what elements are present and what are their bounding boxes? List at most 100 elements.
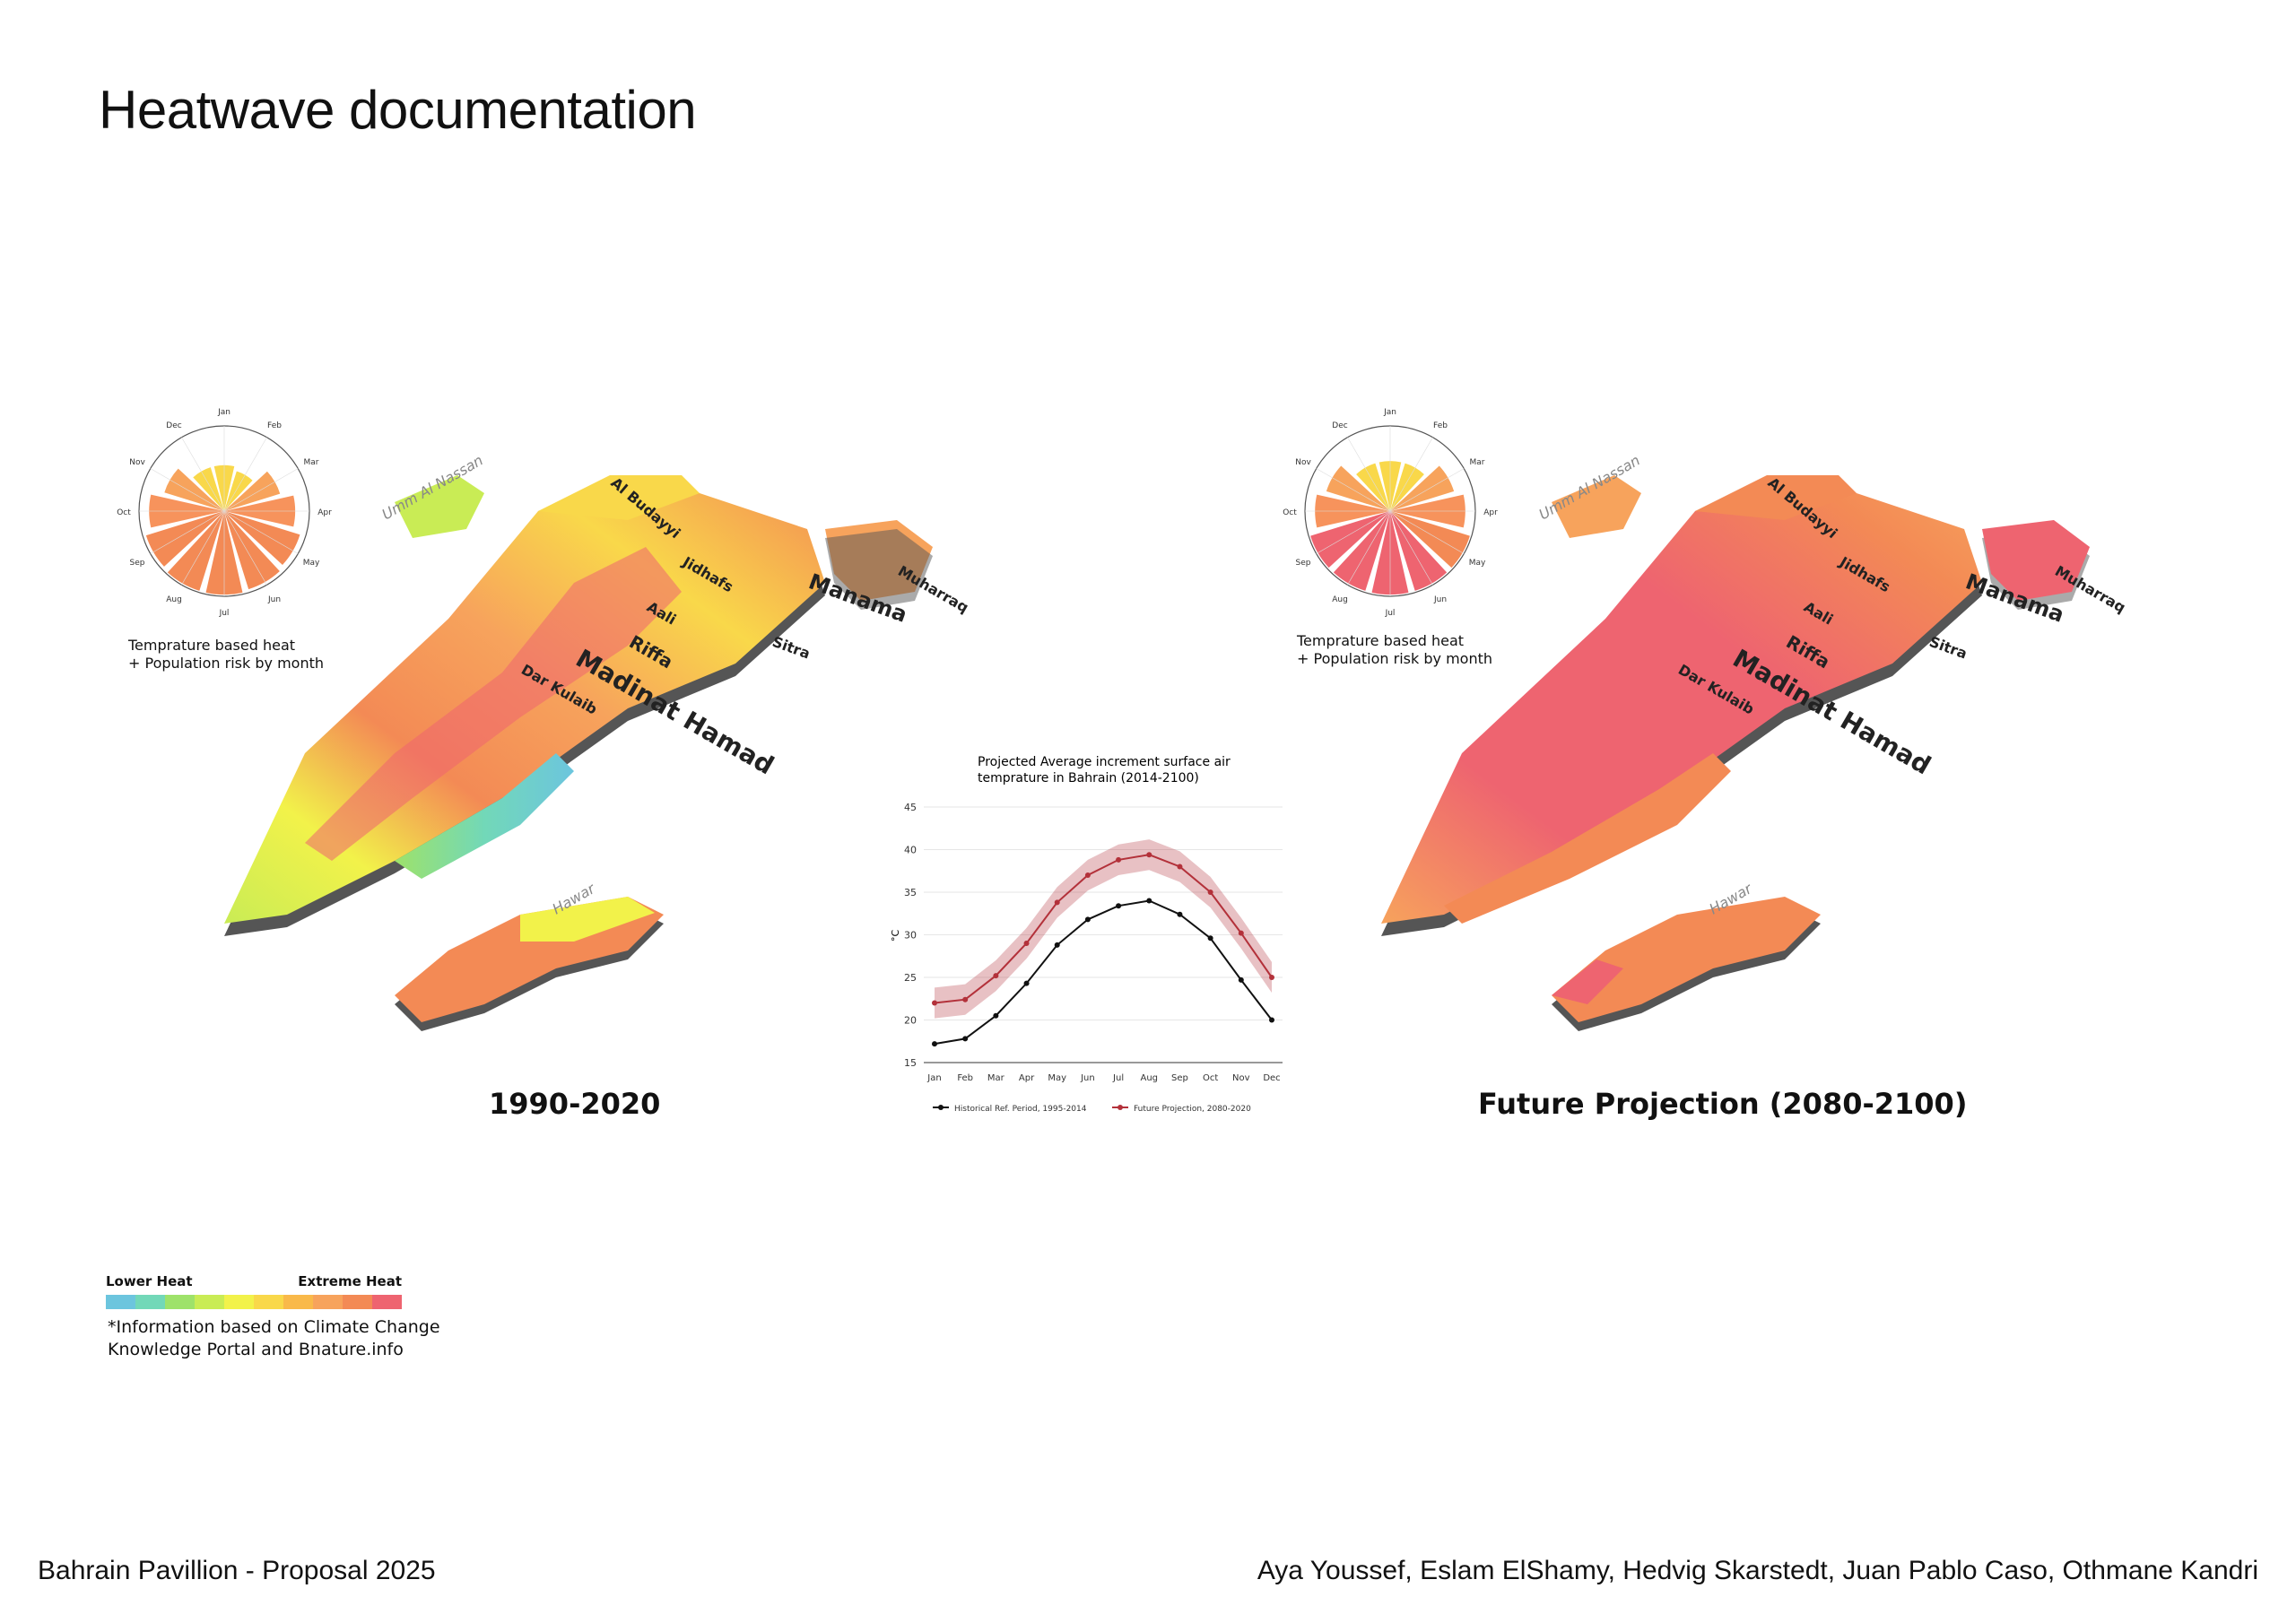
radial-label-line1: Temprature based heat — [128, 637, 296, 654]
chart-xtick-label: Aug — [1141, 1073, 1159, 1083]
chart-ytick-label: 20 — [904, 1015, 917, 1027]
legend-color-swatch — [254, 1295, 283, 1309]
radial-month-label: Jan — [217, 408, 230, 417]
radial-month-label: Apr — [1483, 508, 1498, 517]
chart-legend-label: Future Projection, 2080-2020 — [1134, 1105, 1251, 1114]
chart-point — [1084, 916, 1091, 923]
chart-point — [932, 1041, 937, 1047]
radial-month-label: Sep — [1296, 559, 1311, 568]
radial-chart-future: Jan Feb Mar Apr May Jun Jul Aug Sep Oct Nov Dec — [1283, 408, 1498, 618]
chart-point — [1023, 980, 1030, 986]
heat-legend: Lower Heat Extreme Heat — [106, 1273, 402, 1309]
radial-label-historical: Temprature based heat + Population risk … — [128, 637, 324, 673]
radial-spoke — [1389, 510, 1433, 586]
chart-xtick-label: Sep — [1171, 1073, 1188, 1083]
map-historical: Umm Al Nassan Al Budayyi Jidhafs Manama … — [224, 452, 971, 1031]
page-title: Heatwave documentation — [99, 80, 697, 140]
chart-point — [1177, 864, 1183, 870]
legend-color-swatch — [313, 1295, 343, 1309]
chart-ylabel: °C — [890, 930, 901, 942]
chart-series-line-0 — [934, 899, 1273, 1046]
radial-month-label: Nov — [1295, 458, 1311, 467]
radial-month-label: Jun — [267, 595, 281, 604]
radial-label-line2: + Population risk by month — [1297, 650, 1492, 667]
radial-spoke — [1389, 510, 1465, 554]
chart-ytick-label: 15 — [904, 1057, 917, 1069]
radial-month-label: Jul — [1385, 609, 1396, 618]
chart-point — [1023, 941, 1030, 946]
chart-point — [1116, 903, 1122, 909]
radial-spoke — [181, 510, 225, 586]
legend-high-label: Extreme Heat — [298, 1273, 402, 1289]
radial-month-label: Feb — [267, 421, 282, 430]
radial-month-label: Apr — [317, 508, 332, 517]
chart-xtick-label: Jul — [1112, 1073, 1124, 1083]
radial-month-label: Sep — [130, 559, 145, 568]
legend-color-swatch — [106, 1295, 135, 1309]
chart-point — [1269, 1017, 1274, 1023]
radial-spoke — [1389, 468, 1465, 512]
radial-month-label: Oct — [1283, 508, 1297, 517]
radial-spoke — [223, 510, 267, 586]
map-panel-future: Umm Al Nassan Al Budayyi Jidhafs Manama … — [1283, 377, 2179, 1094]
chart-ytick-label: 35 — [904, 887, 917, 898]
chart-legend-label: Historical Ref. Period, 1995-2014 — [954, 1105, 1087, 1114]
radial-spoke — [223, 468, 299, 512]
chart-legend-marker — [1118, 1105, 1123, 1110]
chart-point — [993, 973, 999, 979]
caption-future: Future Projection (2080-2100) — [1478, 1087, 1968, 1121]
chart-xtick-label: Feb — [957, 1073, 973, 1083]
chart-xtick-label: Nov — [1232, 1073, 1250, 1083]
chart-point — [1177, 911, 1183, 917]
radial-month-label: Aug — [166, 595, 182, 604]
chart-point — [993, 1012, 999, 1019]
chart-ytick-label: 40 — [904, 845, 917, 856]
radial-spoke — [1316, 510, 1391, 554]
label-sitra: Sitra — [1927, 633, 1970, 663]
chart-series-line-1 — [934, 854, 1273, 1004]
chart-point — [1207, 890, 1213, 895]
chart-ytick-label: 25 — [904, 972, 917, 984]
hawar-islands-future — [1552, 897, 1821, 1022]
radial-wedge-aug — [1333, 511, 1390, 591]
radial-wedge-sep — [145, 511, 224, 567]
radial-wedge-nov — [164, 468, 224, 511]
chart-point — [1146, 852, 1152, 858]
chart-ytick-label: 30 — [904, 930, 917, 942]
chart-uncertainty-band — [935, 839, 1272, 1019]
map-panel-historical: Umm Al Nassan Al Budayyi Jidhafs Manama … — [126, 377, 971, 1094]
radial-month-label: Aug — [1332, 595, 1348, 604]
radial-month-label: Dec — [166, 421, 181, 430]
radial-month-label: Feb — [1433, 421, 1448, 430]
radial-spoke — [150, 510, 225, 554]
radial-month-label: May — [1469, 559, 1486, 568]
chart-title-line2: temprature in Bahrain (2014-2100) — [978, 771, 1199, 785]
legend-color-swatch — [165, 1295, 195, 1309]
chart-point — [1238, 976, 1244, 983]
radial-wedge-mar — [224, 471, 281, 511]
chart-point — [1146, 898, 1152, 904]
radial-spoke — [1347, 510, 1391, 586]
radial-wedge-sep — [1310, 511, 1390, 568]
source-note-line2: Knowledge Portal and Bnature.info — [108, 1340, 404, 1359]
chart-point — [962, 1036, 969, 1042]
radial-spoke — [181, 437, 225, 512]
radial-wedge-dec — [1356, 463, 1390, 511]
caption-historical: 1990-2020 — [489, 1087, 661, 1121]
source-note-line1: *Information based on Climate Change — [108, 1317, 440, 1337]
radial-wedge-jun — [1390, 511, 1448, 591]
radial-spoke — [150, 468, 225, 512]
chart-xtick-label: Dec — [1263, 1073, 1280, 1083]
radial-wedge-nov — [1326, 465, 1390, 511]
main-island-future — [1381, 475, 1982, 924]
chart-ytick-label: 45 — [904, 802, 917, 813]
radial-spoke — [1316, 468, 1391, 512]
chart-xtick-label: May — [1048, 1073, 1066, 1083]
chart-xtick-label: Oct — [1203, 1073, 1218, 1083]
radial-month-label: Dec — [1332, 421, 1347, 430]
footer-authors: Aya Youssef, Eslam ElShamy, Hedvig Skars… — [1257, 1556, 2258, 1585]
footer-project: Bahrain Pavillion - Proposal 2025 — [38, 1556, 436, 1585]
radial-label-future: Temprature based heat + Population risk … — [1297, 632, 1492, 668]
legend-color-swatch — [343, 1295, 372, 1309]
radial-month-label: Mar — [304, 458, 319, 467]
